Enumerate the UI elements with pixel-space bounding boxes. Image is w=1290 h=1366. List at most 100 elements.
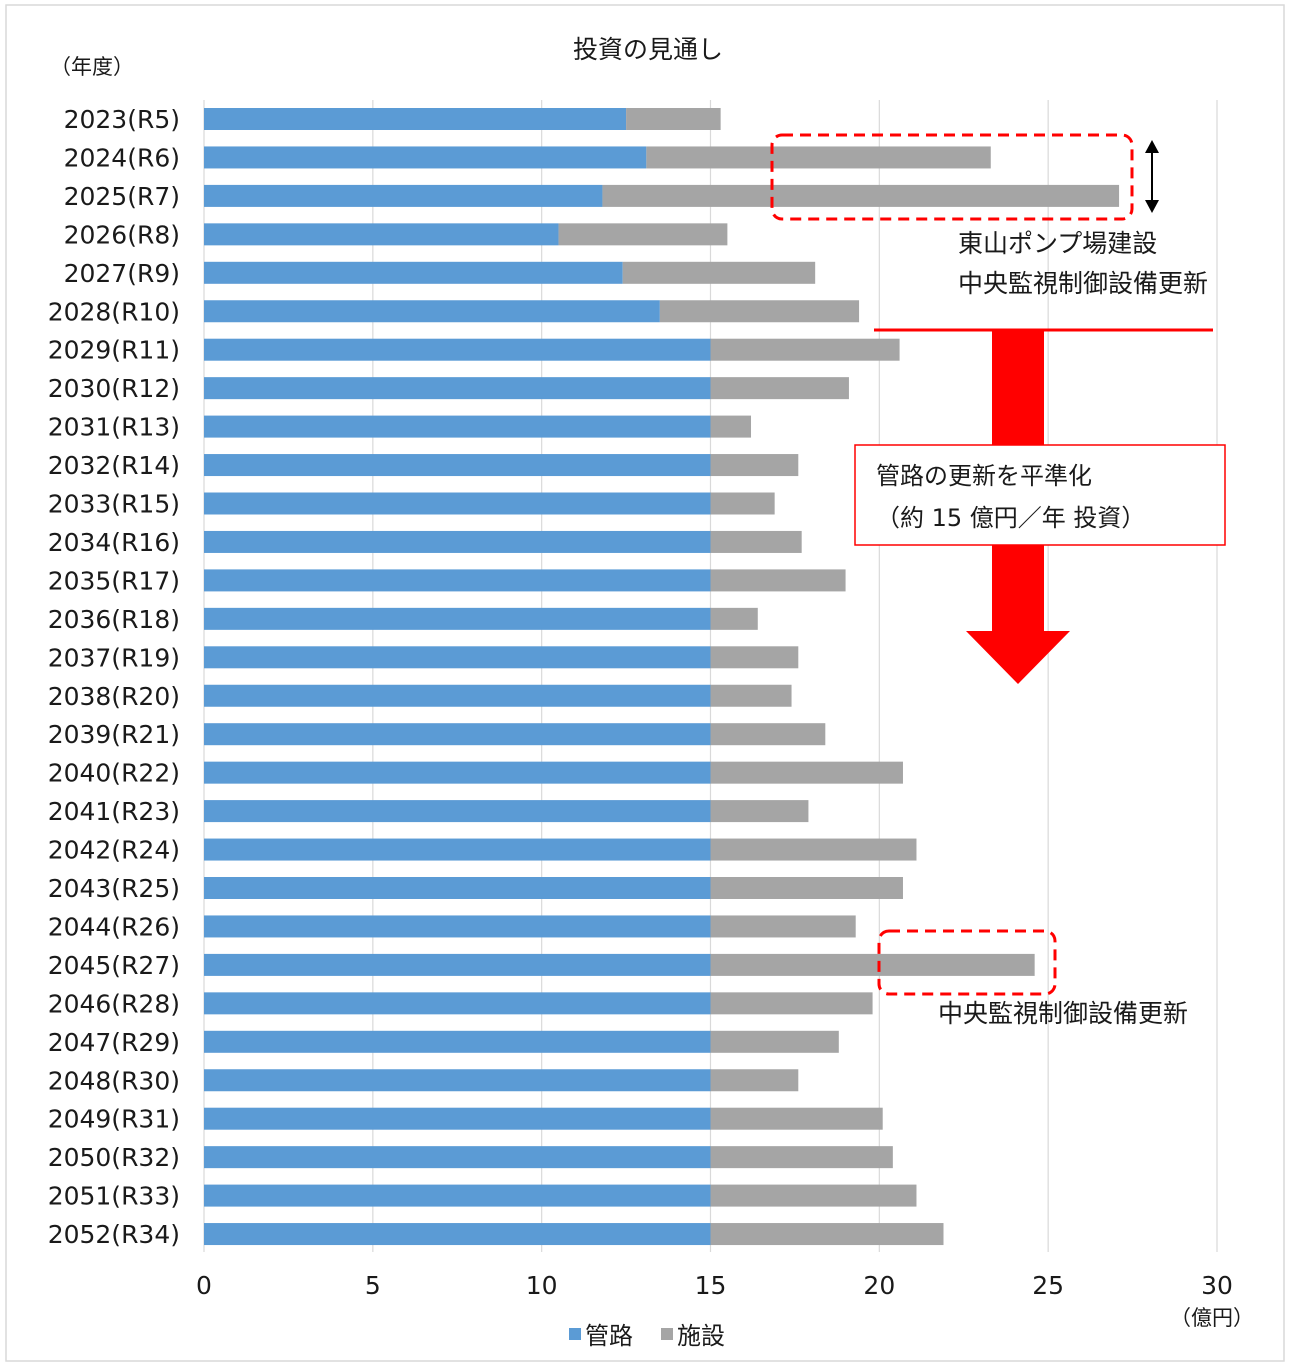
legend-swatch-facilities <box>661 1328 673 1340</box>
y-tick-label: 2029(R11) <box>48 336 180 365</box>
y-tick-label: 2043(R25) <box>48 874 180 903</box>
bar-facilities <box>710 338 900 361</box>
y-tick-label: 2048(R30) <box>48 1066 180 1095</box>
bar-pipes <box>204 1107 711 1130</box>
leveling-callout-line-2: （約 15 億円／年 投資） <box>876 504 1145 532</box>
y-tick-label: 2039(R21) <box>48 720 180 749</box>
bar-pipes <box>204 261 623 284</box>
bar-facilities <box>710 684 792 707</box>
y-tick-labels: 2023(R5) 2024(R6) 2025(R7) 2026(R8) 2027(R9)… <box>48 105 180 1249</box>
bar-area <box>204 108 1120 1246</box>
bar-facilities <box>710 415 752 438</box>
y-tick-label: 2041(R23) <box>48 797 180 826</box>
bar-pipes <box>204 377 711 400</box>
leveling-callout-line-1: 管路の更新を平準化 <box>876 462 1092 490</box>
bar-pipes <box>204 492 711 515</box>
arrow-head-down-icon <box>1145 200 1159 213</box>
bar-facilities <box>710 877 903 899</box>
y-tick-label: 2045(R27) <box>48 951 180 980</box>
x-tick-label: 10 <box>526 1271 558 1300</box>
x-tick-label: 0 <box>196 1271 212 1300</box>
bar-facilities <box>710 1223 944 1246</box>
bar-facilities <box>602 184 1120 207</box>
highlight-box-top <box>770 133 1134 221</box>
bar-pipes <box>204 1184 711 1207</box>
y-tick-label: 2031(R13) <box>48 413 180 442</box>
y-tick-label: 2023(R5) <box>64 105 180 134</box>
bar-pipes <box>204 992 711 1015</box>
annotation-bottom-label: 中央監視制御設備更新 <box>938 999 1188 1028</box>
x-tick-label: 20 <box>863 1271 895 1300</box>
bar-pipes <box>204 415 711 438</box>
bar-facilities <box>626 108 721 130</box>
bar-pipes <box>204 684 711 707</box>
bar-pipes <box>204 146 647 169</box>
bar-pipes <box>204 838 711 861</box>
bar-pipes <box>204 454 711 477</box>
leveling-arrow-head-icon <box>966 631 1070 684</box>
y-tick-label: 2047(R29) <box>48 1028 180 1057</box>
bar-facilities <box>710 1107 883 1130</box>
y-tick-label: 2044(R26) <box>48 912 180 941</box>
y-tick-label: 2038(R20) <box>48 682 180 711</box>
x-tick-label: 15 <box>695 1271 727 1300</box>
y-tick-label: 2049(R31) <box>48 1105 180 1134</box>
bar-pipes <box>204 800 711 823</box>
bar-pipes <box>204 646 711 669</box>
y-tick-label: 2034(R16) <box>48 528 180 557</box>
bar-facilities <box>710 1030 839 1053</box>
legend-label-facilities: 施設 <box>677 1322 725 1350</box>
annotation-top-line-1: 東山ポンプ場建設 <box>958 229 1157 258</box>
legend-label-pipes: 管路 <box>585 1322 633 1350</box>
bar-facilities <box>710 992 873 1015</box>
bar-facilities <box>710 915 856 938</box>
y-tick-label: 2046(R28) <box>48 989 180 1018</box>
bar-facilities <box>710 1069 799 1092</box>
y-tick-label: 2026(R8) <box>64 220 180 249</box>
bar-pipes <box>204 953 711 976</box>
bar-pipes <box>204 723 711 746</box>
bar-pipes <box>204 223 559 246</box>
y-tick-label: 2033(R15) <box>48 490 180 519</box>
bar-facilities <box>558 223 728 246</box>
gridlines <box>203 100 1218 1252</box>
y-tick-label: 2050(R32) <box>48 1143 180 1172</box>
x-tick-label: 5 <box>365 1271 381 1300</box>
bar-facilities <box>710 530 802 553</box>
bar-pipes <box>204 1030 711 1053</box>
bar-pipes <box>204 569 711 592</box>
y-tick-label: 2027(R9) <box>64 259 180 288</box>
bar-pipes <box>204 607 711 630</box>
bar-facilities <box>710 953 1035 976</box>
y-tick-label: 2032(R14) <box>48 451 180 480</box>
bar-pipes <box>204 1146 711 1169</box>
leveling-callout-box <box>854 444 1226 546</box>
bar-facilities <box>646 146 991 169</box>
y-tick-label: 2051(R33) <box>48 1182 180 1211</box>
legend-swatch-pipes <box>569 1328 581 1340</box>
y-tick-label: 2042(R24) <box>48 836 180 865</box>
bar-pipes <box>204 338 711 361</box>
y-tick-label: 2030(R12) <box>48 374 180 403</box>
x-tick-labels: 0 5 10 15 20 25 30 <box>196 1271 1233 1300</box>
y-tick-label: 2036(R18) <box>48 605 180 634</box>
bar-pipes <box>204 108 627 130</box>
bar-pipes <box>204 915 711 938</box>
bar-facilities <box>659 300 860 323</box>
bar-pipes <box>204 1069 711 1092</box>
bar-facilities <box>710 761 903 784</box>
bar-facilities <box>710 1184 917 1207</box>
highlight-box-bottom <box>877 929 1057 996</box>
legend: 管路 施設 <box>569 1322 725 1350</box>
bar-facilities <box>710 1146 893 1169</box>
bar-pipes <box>204 184 603 207</box>
bar-facilities <box>710 492 775 515</box>
y-tick-label: 2024(R6) <box>64 143 180 172</box>
y-tick-label: 2040(R22) <box>48 759 180 788</box>
bar-facilities <box>710 646 799 669</box>
bar-pipes <box>204 300 660 323</box>
arrow-head-up-icon <box>1145 140 1159 153</box>
y-axis-label: （年度） <box>50 55 134 79</box>
x-axis-unit-label: （億円） <box>1170 1306 1254 1330</box>
